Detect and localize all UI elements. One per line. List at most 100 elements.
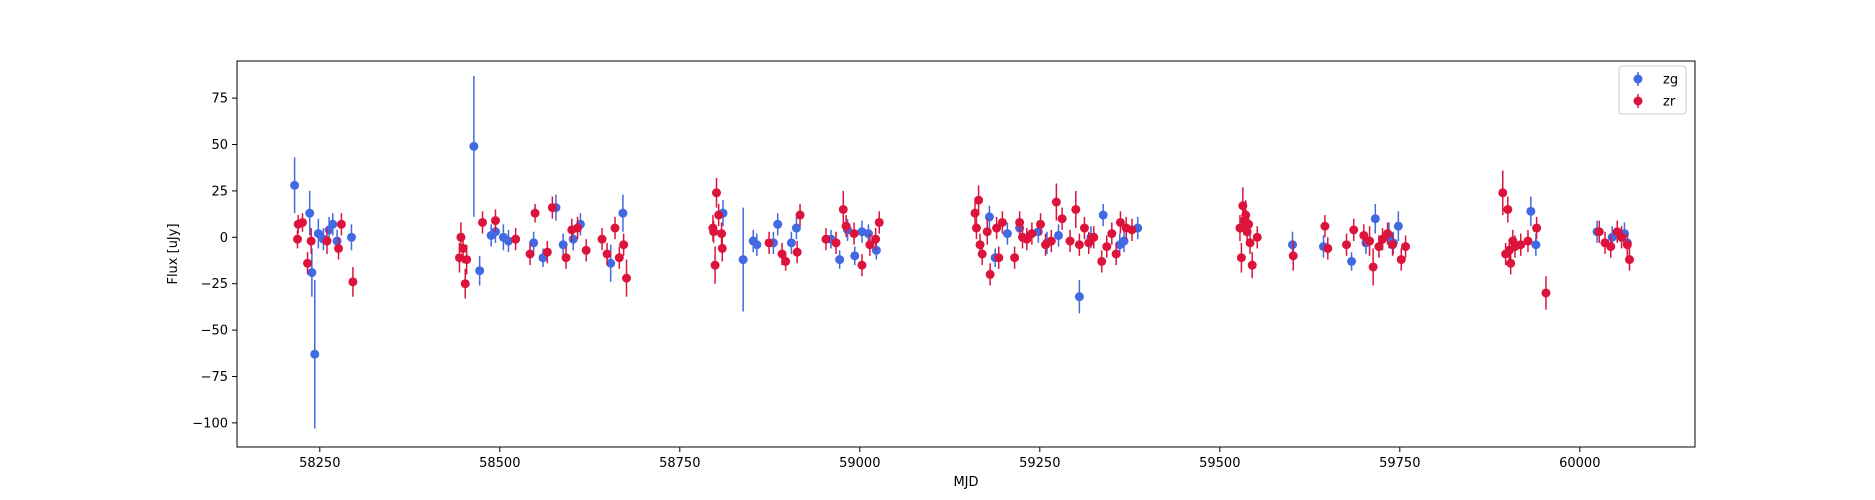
x-tick-label: 59000 bbox=[839, 456, 880, 471]
y-tick-label: −75 bbox=[201, 370, 228, 385]
data-point bbox=[1396, 255, 1406, 265]
data-point bbox=[863, 229, 873, 239]
data-point bbox=[764, 238, 774, 248]
data-point bbox=[1097, 256, 1107, 266]
x-tick-label: 58250 bbox=[299, 456, 340, 471]
data-point bbox=[1374, 242, 1384, 252]
data-point bbox=[1503, 204, 1513, 214]
data-point bbox=[334, 243, 344, 253]
data-point bbox=[1624, 255, 1634, 265]
x-tick-label: 59500 bbox=[1199, 456, 1240, 471]
data-point bbox=[977, 249, 987, 259]
data-point bbox=[1065, 236, 1075, 246]
data-point bbox=[1594, 227, 1604, 237]
x-tick-label: 59250 bbox=[1019, 456, 1060, 471]
data-point bbox=[1010, 253, 1020, 263]
data-point bbox=[1027, 229, 1037, 239]
data-point bbox=[1002, 229, 1012, 239]
data-point bbox=[602, 249, 612, 259]
data-point bbox=[1074, 292, 1084, 302]
data-point bbox=[469, 141, 479, 151]
data-point bbox=[1516, 240, 1526, 250]
data-point bbox=[332, 236, 342, 246]
data-point bbox=[292, 234, 302, 244]
data-point bbox=[1107, 229, 1117, 239]
y-axis: −100 −75 −50 −25 0 25 50 75 bbox=[192, 92, 237, 431]
data-point bbox=[1089, 232, 1099, 242]
data-point bbox=[606, 258, 616, 268]
data-point bbox=[346, 232, 356, 242]
data-point bbox=[1617, 232, 1627, 242]
data-point bbox=[1359, 230, 1369, 240]
data-point bbox=[997, 217, 1007, 227]
data-point bbox=[622, 273, 632, 283]
data-point bbox=[975, 240, 985, 250]
data-point bbox=[490, 216, 500, 226]
data-point bbox=[1383, 229, 1393, 239]
data-point bbox=[777, 249, 787, 259]
data-point bbox=[573, 223, 583, 233]
data-point bbox=[336, 219, 346, 229]
data-point bbox=[1074, 240, 1084, 250]
data-point bbox=[581, 245, 591, 255]
data-point bbox=[618, 208, 628, 218]
x-axis: 58250 58500 58750 59000 59250 59500 59750 60000 bbox=[299, 447, 1600, 471]
plot-frame bbox=[236, 60, 1696, 448]
data-point bbox=[1235, 223, 1245, 233]
data-point bbox=[1342, 240, 1352, 250]
data-point bbox=[530, 208, 540, 218]
legend-label: zg bbox=[1663, 73, 1678, 88]
data-point bbox=[303, 258, 313, 268]
data-point bbox=[874, 217, 884, 227]
data-points bbox=[290, 75, 1634, 429]
data-point bbox=[462, 255, 472, 265]
x-axis-title: MJD bbox=[953, 475, 978, 490]
data-point bbox=[1541, 288, 1551, 298]
data-point bbox=[1532, 223, 1542, 233]
data-point bbox=[1370, 214, 1380, 224]
data-point bbox=[857, 260, 867, 270]
data-point bbox=[1111, 249, 1121, 259]
data-point bbox=[773, 219, 783, 229]
data-point bbox=[348, 277, 358, 287]
data-point bbox=[1098, 210, 1108, 220]
data-point bbox=[561, 253, 571, 263]
data-point bbox=[511, 234, 521, 244]
data-point bbox=[982, 227, 992, 237]
data-point bbox=[992, 223, 1002, 233]
data-point bbox=[597, 234, 607, 244]
data-point bbox=[1051, 197, 1061, 207]
data-point bbox=[1244, 219, 1254, 229]
data-point bbox=[1071, 204, 1081, 214]
data-point bbox=[850, 251, 860, 261]
data-point bbox=[792, 247, 802, 257]
data-point bbox=[974, 195, 984, 205]
data-point bbox=[1320, 221, 1330, 231]
data-point bbox=[1236, 253, 1246, 263]
data-point bbox=[1252, 232, 1262, 242]
data-point bbox=[1054, 230, 1064, 240]
x-tick-label: 58750 bbox=[659, 456, 700, 471]
data-point bbox=[1506, 258, 1516, 268]
y-tick-label: 25 bbox=[211, 184, 228, 199]
data-point bbox=[1606, 242, 1616, 252]
data-point bbox=[525, 249, 535, 259]
data-point bbox=[298, 217, 308, 227]
legend-marker bbox=[1633, 96, 1643, 106]
data-point bbox=[1523, 236, 1533, 246]
x-tick-label: 60000 bbox=[1559, 456, 1600, 471]
data-point bbox=[1347, 256, 1357, 266]
data-point bbox=[871, 234, 881, 244]
y-tick-label: −100 bbox=[192, 416, 228, 431]
data-point bbox=[614, 253, 624, 263]
data-point bbox=[478, 217, 488, 227]
data-point bbox=[712, 188, 722, 198]
data-point bbox=[1115, 217, 1125, 227]
y-axis-title: Flux [uJy] bbox=[166, 223, 181, 284]
legend-label: zr bbox=[1663, 95, 1676, 110]
data-point bbox=[717, 229, 727, 239]
data-point bbox=[542, 247, 552, 257]
data-point bbox=[971, 223, 981, 233]
data-point bbox=[610, 223, 620, 233]
